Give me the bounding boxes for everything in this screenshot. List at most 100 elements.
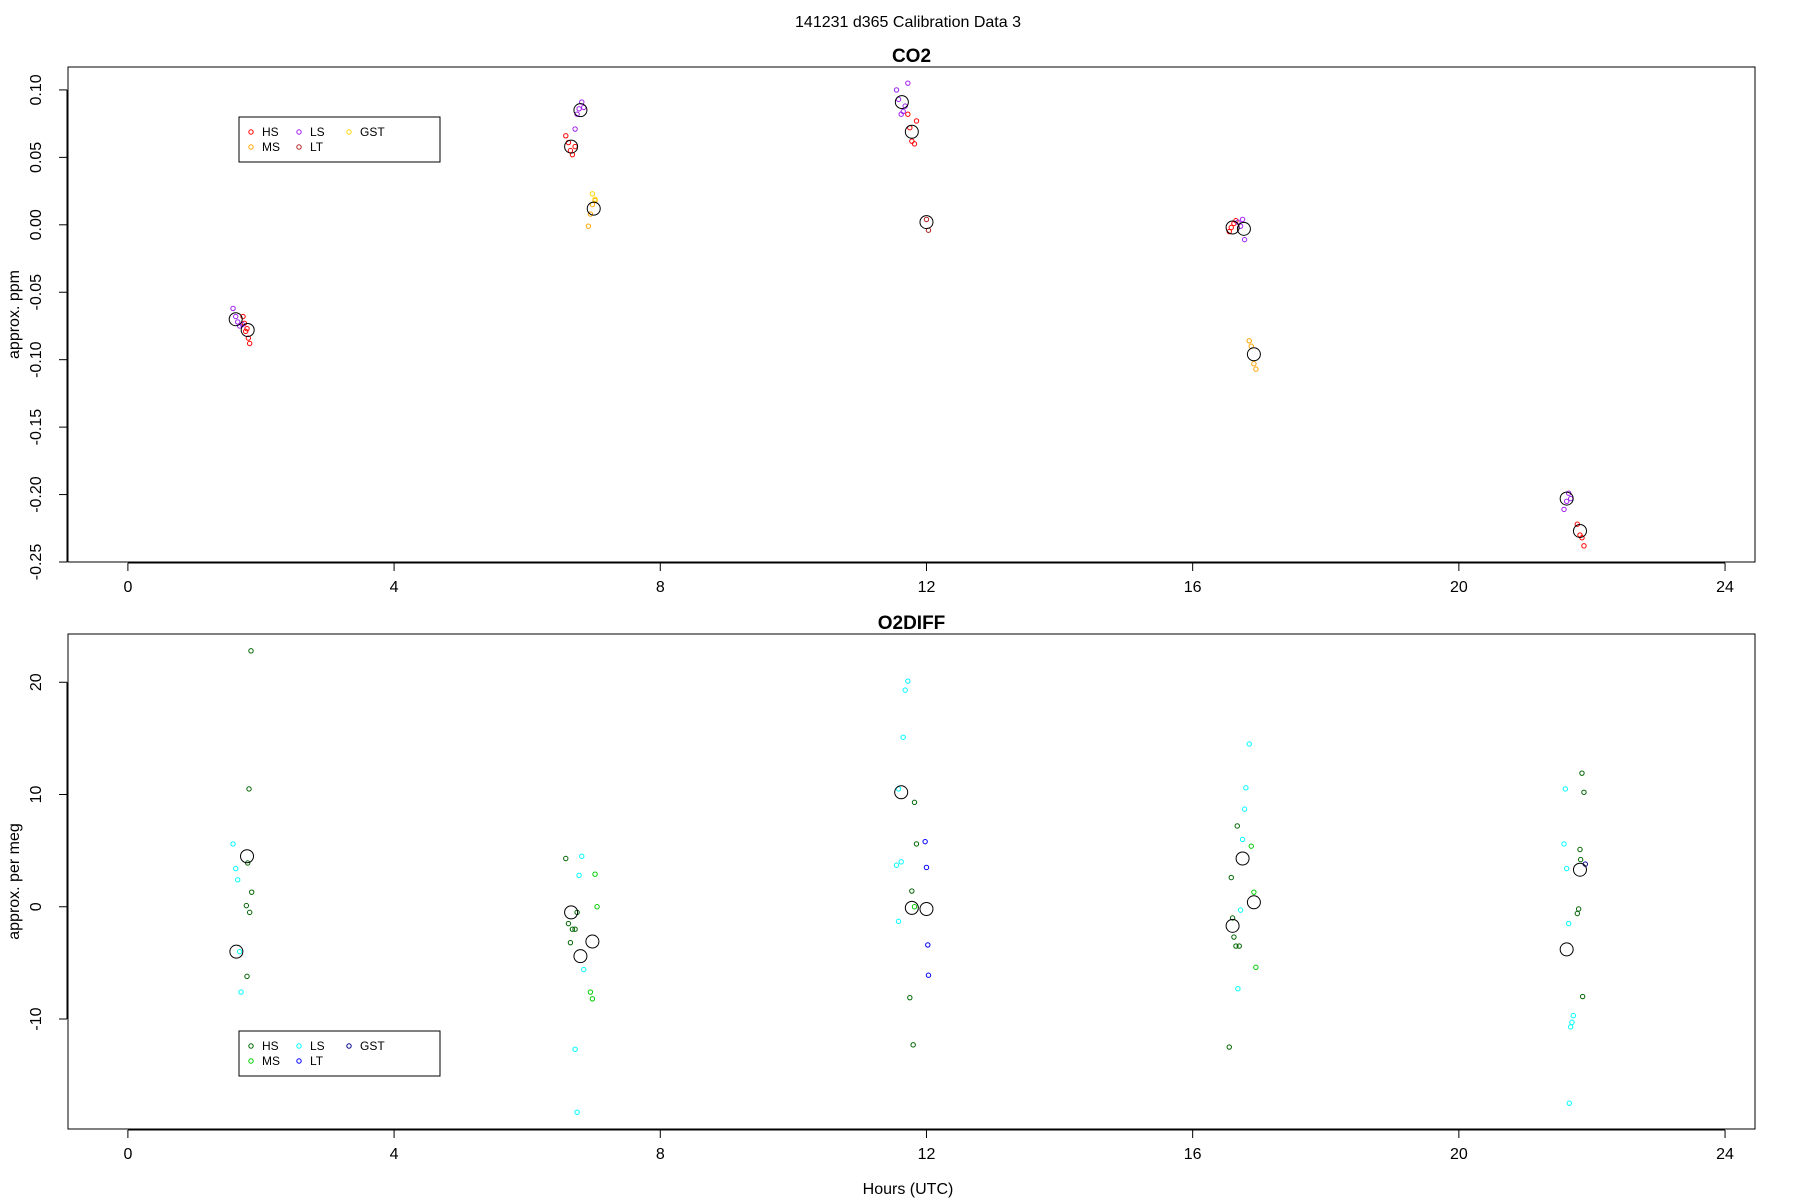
mean-marker [1246, 895, 1261, 910]
data-point [1567, 1024, 1574, 1030]
y-tick-label: 0 [28, 902, 45, 911]
data-point [246, 340, 253, 347]
co2-panel: CO2 0 4 8 12 16 20 24 0.10 0.05 0.00 -0.05 -0.10 -0.1… [6, 46, 1756, 596]
x-tick-label: 0 [123, 1146, 132, 1163]
data-point [898, 859, 904, 865]
data-point [1569, 1019, 1575, 1026]
y-tick-label: -0.05 [28, 274, 45, 311]
mean-marker [1236, 221, 1251, 236]
mean-marker [1572, 523, 1587, 538]
series-lt [923, 216, 932, 233]
data-point [1561, 506, 1567, 513]
data-point [1251, 361, 1257, 367]
data-point [923, 216, 930, 223]
y-tick-label: -0.20 [28, 476, 45, 513]
data-point [900, 734, 906, 740]
data-point [895, 918, 902, 925]
y-axis-label: approx. per meg [6, 823, 23, 940]
data-point [238, 989, 244, 995]
data-point [243, 902, 250, 909]
data-point [1563, 498, 1570, 505]
mean-marker [919, 902, 934, 916]
y-tick-label: 0.10 [28, 74, 45, 105]
mean-marker [1225, 918, 1240, 933]
legend-label: LS [310, 125, 325, 139]
data-point [905, 678, 911, 684]
data-point [1231, 934, 1237, 940]
data-point [1581, 543, 1587, 549]
x-axis-label: Hours (UTC) [863, 1181, 954, 1198]
group-means [229, 785, 1587, 964]
x-tick-label: 4 [390, 579, 399, 596]
data-point [579, 853, 585, 859]
data-point [244, 973, 250, 980]
x-tick-label: 12 [918, 579, 936, 596]
legend-marker [346, 1043, 352, 1049]
data-point [911, 904, 918, 910]
data-point [1235, 985, 1241, 992]
data-point [893, 87, 900, 93]
data-point [233, 313, 239, 320]
data-point [581, 966, 587, 973]
data-point [234, 319, 241, 325]
data-point [1561, 841, 1567, 847]
x-tick-label: 16 [1184, 579, 1202, 596]
data-point [592, 871, 598, 877]
data-point [911, 141, 918, 147]
series-ms [585, 197, 1259, 372]
legend-label: HS [262, 1039, 279, 1053]
mean-marker [573, 103, 588, 118]
data-point [913, 118, 920, 124]
o2diff-panel: O2DIFF 0 4 8 12 16 20 24 20 10 0 -10 approx. per meg… [6, 613, 1756, 1163]
legend-marker [346, 129, 352, 135]
data-point [585, 223, 592, 229]
mean-marker [585, 934, 600, 949]
x-tick-label: 8 [656, 579, 665, 596]
data-point [925, 942, 931, 948]
data-point [246, 909, 253, 916]
data-point [230, 305, 236, 312]
data-point [1253, 366, 1259, 372]
data-point [248, 889, 255, 895]
data-point [1581, 789, 1587, 795]
legend-marker [248, 1058, 254, 1064]
data-point [909, 888, 915, 894]
data-point [1562, 786, 1569, 792]
mean-marker [1246, 347, 1261, 362]
data-point [911, 799, 918, 806]
data-point [900, 108, 906, 115]
data-point [1570, 1012, 1577, 1019]
data-point [587, 989, 594, 995]
data-point [905, 80, 911, 86]
data-point [572, 143, 578, 150]
data-point [589, 996, 596, 1002]
panel-title: CO2 [892, 46, 931, 67]
data-point [230, 841, 236, 847]
data-point [902, 687, 908, 693]
x-tick-label: 20 [1450, 579, 1468, 596]
x-tick-label: 24 [1716, 579, 1734, 596]
y-tick-label: -0.15 [28, 409, 45, 446]
mean-marker [240, 323, 255, 338]
legend-label: LS [310, 1039, 325, 1053]
data-point [569, 926, 576, 932]
y-tick-label: 10 [28, 786, 45, 804]
data-point [913, 841, 920, 847]
data-point [1236, 943, 1242, 949]
x-tick-label: 4 [390, 1146, 399, 1163]
legend-label: HS [262, 125, 279, 139]
legend-marker [248, 144, 254, 150]
data-point [565, 920, 572, 927]
legend-label: GST [360, 125, 385, 139]
data-point [248, 648, 254, 654]
data-point [1243, 785, 1249, 791]
data-point [1237, 907, 1244, 913]
data-point [592, 196, 598, 202]
data-point [1577, 846, 1583, 853]
data-point [1228, 224, 1234, 231]
data-point [1563, 865, 1570, 872]
y-tick-label: -0.10 [28, 341, 45, 378]
legend-marker [296, 1043, 302, 1049]
data-point [572, 126, 578, 132]
mean-marker [1225, 220, 1240, 235]
